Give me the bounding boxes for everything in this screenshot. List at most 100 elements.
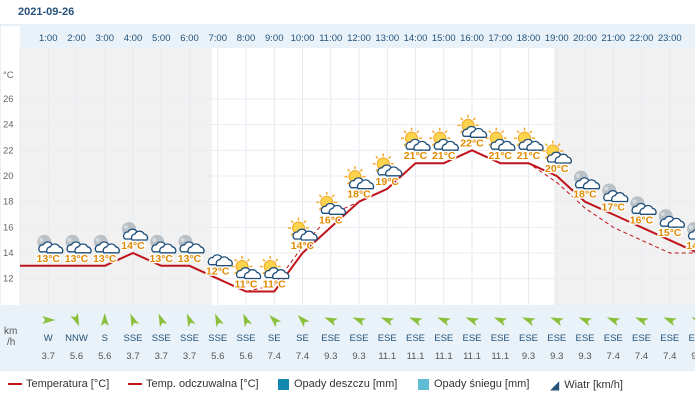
sun-ray — [375, 168, 379, 172]
legend-feels-like: Temp. odczuwalna [°C] — [128, 378, 259, 390]
hour-label: 17:00 — [488, 33, 512, 44]
wind-speed: 3.7 — [183, 351, 196, 362]
cloud-icon — [667, 217, 685, 228]
sun-ray — [488, 130, 492, 134]
hour-label: 13:00 — [375, 33, 399, 44]
cloud-icon — [74, 243, 92, 254]
temperature-point-label: 13°C — [65, 253, 89, 265]
temperature-point-label: 12°C — [206, 266, 230, 278]
sun-ray — [375, 155, 379, 160]
wind-arrow-icon — [578, 317, 593, 326]
wind-arrow-icon — [130, 313, 140, 328]
wind-speed: 7.4 — [607, 351, 620, 362]
wind-speed: 5.6 — [239, 351, 252, 362]
legend-rain: Opady deszczu [mm] — [278, 378, 397, 390]
temperature-point-label: 16°C — [630, 214, 654, 226]
temperature-point-label: 14°C — [686, 240, 695, 252]
wind-direction: SE — [268, 333, 281, 344]
sun-ray — [431, 142, 435, 147]
hour-label: 9:00 — [265, 33, 284, 44]
legend-temperature-swatch — [8, 383, 22, 385]
wind-direction: SSE — [180, 333, 199, 344]
partly-sunny-icon — [231, 255, 262, 280]
moon-crater — [39, 237, 44, 242]
wind-direction: ESE — [406, 333, 425, 344]
cloud-icon — [526, 140, 544, 151]
cloud-icon — [688, 229, 695, 240]
night-partly-cloudy-icon — [122, 222, 149, 241]
wind-arrow-icon — [158, 313, 168, 328]
wind-direction: SE — [296, 333, 309, 344]
hour-label: 14:00 — [404, 33, 428, 44]
wind-arrow-icon — [437, 317, 451, 326]
cloud-icon — [582, 179, 601, 190]
wind-speed: 7.4 — [635, 351, 648, 362]
cloud-icon — [130, 230, 149, 241]
wind-direction: SSE — [152, 333, 171, 344]
sun-ray — [403, 130, 407, 134]
wind-panel-bg — [0, 305, 695, 370]
legend-rain-label: Opady deszczu [mm] — [294, 378, 398, 390]
sun-ray — [234, 258, 238, 262]
partly-sunny-icon — [429, 127, 459, 151]
sun-ray — [359, 168, 363, 172]
wind-direction: ESE — [547, 333, 566, 344]
wind-arrow-icon — [606, 317, 621, 326]
wind-direction: ESE — [321, 333, 340, 344]
wind-speed: 9.3 — [522, 351, 535, 362]
sun-ray — [403, 142, 407, 147]
wind-speed: 7.4 — [268, 351, 281, 362]
wind-speed: 9.3 — [691, 351, 695, 362]
sun-ray — [444, 130, 448, 134]
wind-direction: W — [44, 333, 53, 344]
cloud-icon — [272, 269, 290, 280]
wind-speed: 9.3 — [550, 351, 563, 362]
cloud-icon — [356, 179, 375, 190]
hour-label: 11:00 — [319, 33, 342, 44]
partly-sunny-icon — [372, 153, 403, 177]
wind-arrow-icon — [663, 317, 677, 326]
temperature-point-label: 15°C — [658, 227, 682, 239]
wind-direction: ESE — [604, 333, 623, 344]
wind-speed: 7.4 — [663, 351, 676, 362]
moon-crater — [67, 237, 72, 242]
chart-legend: Temperatura [°C] Temp. odczuwalna [°C] O… — [0, 374, 695, 396]
legend-temperature-label: Temperatura [°C] — [26, 378, 110, 390]
sun-ray — [275, 258, 279, 262]
cloud-icon — [187, 243, 205, 254]
wind-speed: 11.1 — [407, 351, 425, 362]
temperature-point-label: 11°C — [263, 278, 286, 290]
hour-label: 16:00 — [460, 33, 484, 44]
feels-like-line — [20, 149, 695, 292]
partly-sunny-icon — [288, 217, 318, 241]
hour-label: 22:00 — [630, 33, 654, 44]
forecast-date: 2021-09-26 — [18, 6, 75, 18]
wind-direction: ESE — [660, 333, 679, 344]
wind-direction: ESE — [575, 333, 594, 344]
wind-arrow-icon — [243, 313, 253, 328]
sun-ray — [331, 194, 335, 198]
wind-arrow-icon — [465, 317, 480, 326]
sun-ray — [557, 143, 561, 147]
partly-sunny-icon — [316, 191, 346, 215]
cloud-icon — [639, 204, 657, 215]
wind-speed: 7.4 — [296, 351, 309, 362]
wind-arrow-icon — [635, 317, 649, 326]
sun-ray — [529, 130, 533, 134]
moon-crater — [124, 225, 128, 229]
legend-snow-swatch — [418, 378, 429, 390]
wind-direction: ESE — [462, 333, 481, 344]
y-tick-label: 14 — [3, 248, 14, 259]
sun-ray — [460, 117, 464, 121]
night-partly-cloudy-icon — [658, 209, 685, 228]
wind-unit-label: /h — [7, 337, 15, 348]
temperature-point-label: 21°C — [489, 150, 513, 162]
sun-ray — [318, 207, 322, 211]
sun-ray — [544, 143, 548, 147]
cloud-icon — [46, 243, 64, 254]
wind-arrow-icon — [352, 317, 367, 326]
sun-ray — [303, 220, 307, 224]
sun-ray — [262, 258, 266, 262]
night-partly-cloudy-icon — [178, 234, 205, 254]
wind-speed: 5.6 — [211, 351, 224, 362]
